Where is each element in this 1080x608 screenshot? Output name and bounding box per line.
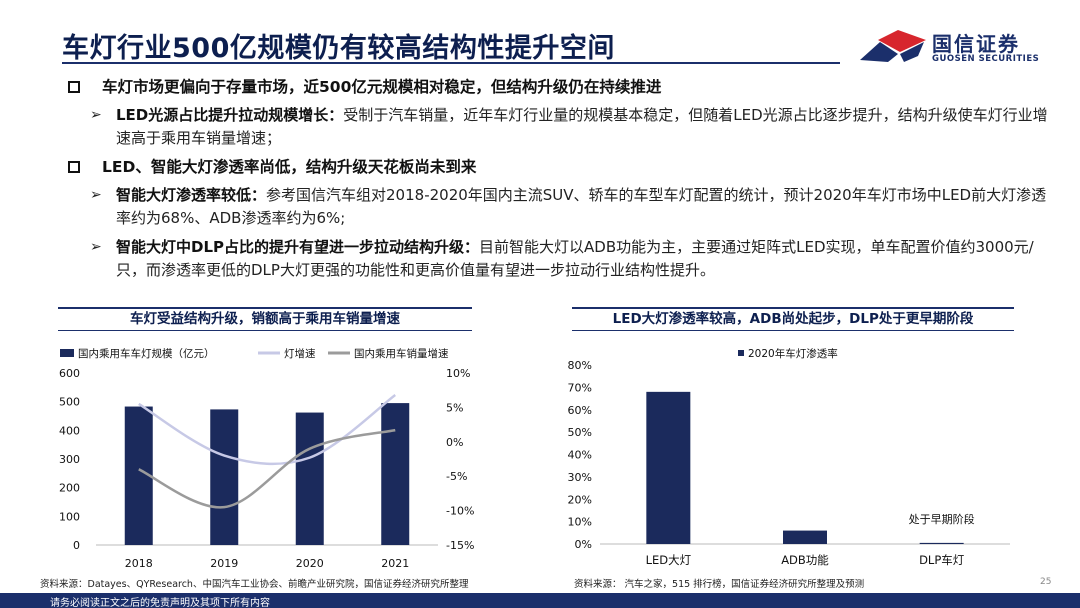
legend-label-car-light-scale: 国内乘用车车灯规模（亿元） <box>78 347 215 360</box>
y-tick-label: 50% <box>568 426 592 439</box>
y-tick-label: 70% <box>568 381 592 394</box>
chart-car-light-scale: 国内乘用车车灯规模（亿元） 灯增速 国内乘用车销量增速 0 100 200 300 400 50… <box>59 347 474 570</box>
x-tick-label: ADB功能 <box>781 553 829 567</box>
chart1-header: 车灯受益结构升级，销额高于乘用车销量增速 <box>58 307 472 331</box>
bullet-list: 车灯市场更偏向于存量市场，近500亿元规模相对稳定，但结构升级仍在持续推进 ➢ … <box>68 76 1048 288</box>
y-tick-label: 40% <box>568 449 592 462</box>
y-tick-label: 30% <box>568 471 592 484</box>
company-logo: 国信证券 GUOSEN SECURITIES <box>858 26 1058 70</box>
bullet-text: 车灯市场更偏向于存量市场，近500亿元规模相对稳定，但结构升级仍在持续推进 <box>102 78 662 96</box>
y-tick-label: 20% <box>568 493 592 506</box>
x-tick-label: 2021 <box>381 557 409 570</box>
footer-bar: 请务必阅读正文之后的免责声明及其项下所有内容 <box>0 593 1080 608</box>
y-tick-label: 60% <box>568 404 592 417</box>
bullet-level2-led: ➢ LED光源占比提升拉动规模增长：受制于汽车销量，近年车灯行业量的规模基本稳定… <box>68 104 1048 150</box>
y-right-tick-label: 0% <box>446 436 463 449</box>
bar-penetration <box>783 530 827 544</box>
bullet-text: 参考国信汽车组对2018-2020年国内主流SUV、轿车的车型车灯配置的统计，预… <box>116 186 1047 227</box>
square-bullet-icon <box>68 81 80 93</box>
bullet-bold-lead: 智能大灯中DLP占比的提升有望进一步拉动结构升级： <box>116 238 480 256</box>
arrow-bullet-icon: ➢ <box>90 187 102 203</box>
arrow-bullet-icon: ➢ <box>90 239 102 255</box>
y-tick-label: 80% <box>568 359 592 372</box>
page-title: 车灯行业500亿规模仍有较高结构性提升空间 <box>62 33 615 64</box>
logo-english-name: GUOSEN SECURITIES <box>932 54 1040 64</box>
legend-label-sales-growth: 国内乘用车销量增速 <box>354 347 449 360</box>
bullet-level2-dlp: ➢ 智能大灯中DLP占比的提升有望进一步拉动结构升级：目前智能大灯以ADB功能为… <box>68 236 1048 282</box>
bullet-level2-penetration: ➢ 智能大灯渗透率较低：参考国信汽车组对2018-2020年国内主流SUV、轿车… <box>68 184 1048 230</box>
bullet-text: 目前智能大灯以ADB功能为主，主要通过矩阵式LED实现，单车配置价值约3000元… <box>116 238 1034 279</box>
y-right-tick-label: 10% <box>446 367 470 380</box>
chart2-source-note: 资料来源： 汽车之家，515 排行榜，国信证券经济研究所整理及预测 <box>574 579 865 590</box>
y-right-tick-label: -10% <box>446 505 474 518</box>
y-left-tick-label: 300 <box>59 453 80 466</box>
legend-label-penetration: 2020年车灯渗透率 <box>748 347 838 360</box>
square-bullet-icon <box>68 161 80 173</box>
bar-car-light-scale <box>381 403 410 545</box>
line-light-growth <box>138 394 396 466</box>
bar-car-light-scale <box>210 409 239 545</box>
legend-label-light-growth: 灯增速 <box>284 347 316 360</box>
y-left-tick-label: 100 <box>59 510 80 523</box>
line-sales-growth <box>138 428 396 509</box>
annotation-early-stage: 处于早期阶段 <box>909 512 975 526</box>
y-right-tick-label: 5% <box>446 401 463 414</box>
logo-mark-icon <box>860 30 926 62</box>
x-tick-label: 2019 <box>210 557 238 570</box>
legend-swatch-penetration <box>738 350 744 356</box>
bullet-level1-smart-lights: LED、智能大灯渗透率尚低，结构升级天花板尚未到来 <box>68 156 1048 178</box>
x-tick-label: DLP车灯 <box>919 553 965 567</box>
bullet-text: LED、智能大灯渗透率尚低，结构升级天花板尚未到来 <box>102 158 477 176</box>
chart2-header: LED大灯渗透率较高，ADB尚处起步，DLP处于更早期阶段 <box>572 307 1014 331</box>
footer-disclaimer: 请务必阅读正文之后的免责声明及其项下所有内容 <box>50 598 270 608</box>
y-left-tick-label: 400 <box>59 424 80 437</box>
legend-swatch-car-light-scale <box>60 349 74 357</box>
y-right-tick-label: -5% <box>446 470 467 483</box>
y-left-tick-label: 500 <box>59 396 80 409</box>
title-divider <box>62 62 840 64</box>
chart1-source-note: 资料来源：Datayes、QYResearch、中国汽车工业协会、前瞻产业研究院… <box>40 579 469 590</box>
y-left-tick-label: 200 <box>59 482 80 495</box>
x-tick-label: 2020 <box>296 557 324 570</box>
bar-car-light-scale <box>295 412 324 545</box>
logo-chinese-name: 国信证券 <box>932 32 1020 56</box>
y-left-tick-label: 0 <box>73 539 80 552</box>
bullet-bold-lead: LED光源占比提升拉动规模增长： <box>116 106 344 124</box>
y-left-tick-label: 600 <box>59 367 80 380</box>
arrow-bullet-icon: ➢ <box>90 107 102 123</box>
bullet-level1-market: 车灯市场更偏向于存量市场，近500亿元规模相对稳定，但结构升级仍在持续推进 <box>68 76 1048 98</box>
x-tick-label: LED大灯 <box>646 553 692 567</box>
chart-penetration-rate: 2020年车灯渗透率 0% 10% 20% 30% 40% 50% 60% 70% 80% LED大… <box>568 347 1010 567</box>
bar-penetration <box>646 391 691 544</box>
bar-penetration <box>919 542 964 544</box>
bullet-bold-lead: 智能大灯渗透率较低： <box>116 186 267 204</box>
x-tick-label: 2018 <box>125 557 153 570</box>
y-right-tick-label: -15% <box>446 539 474 552</box>
page-number: 25 <box>1040 577 1052 587</box>
y-tick-label: 0% <box>575 538 592 551</box>
y-tick-label: 10% <box>568 516 592 529</box>
bullet-text: 受制于汽车销量，近年车灯行业量的规模基本稳定，但随着LED光源占比逐步提升，结构… <box>116 106 1048 147</box>
